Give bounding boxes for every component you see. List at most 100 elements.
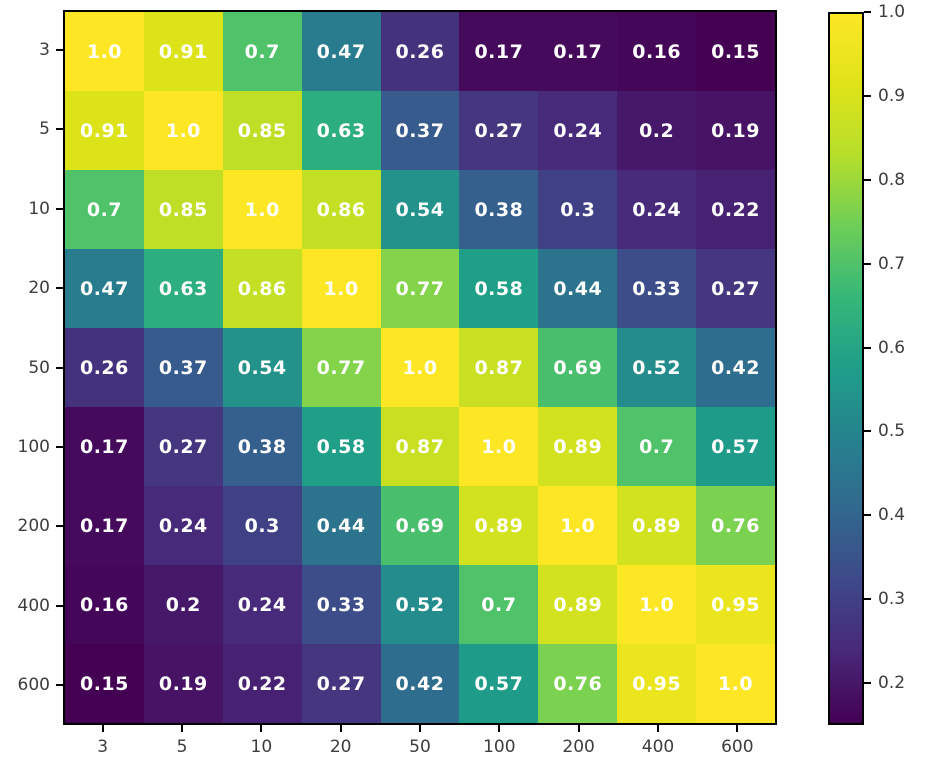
heatmap-cell-3-20: 0.47	[301, 12, 381, 91]
colorbar-tick-label-0.3: 0.3	[878, 589, 906, 610]
colorbar	[828, 12, 864, 725]
x-tick-mark	[181, 725, 183, 732]
y-tick-label-600: 600	[17, 675, 50, 696]
heatmap-cell-100-10: 0.38	[222, 407, 302, 486]
heatmap-cell-600-10: 0.22	[222, 644, 302, 723]
heatmap-cell-50-400: 0.52	[617, 328, 697, 407]
heatmap-cell-100-50: 0.87	[380, 407, 460, 486]
x-tick-mark	[736, 725, 739, 732]
heatmap-cell-3-5: 0.91	[143, 12, 223, 91]
colorbar-tick-label-0.5: 0.5	[878, 421, 906, 442]
heatmap-cell-5-5: 1.0	[143, 91, 223, 170]
heatmap-cell-10-5: 0.85	[143, 170, 223, 249]
y-tick-mark	[56, 604, 63, 607]
heatmap-cell-5-200: 0.24	[538, 91, 618, 170]
heatmap-cell-400-50: 0.52	[380, 565, 460, 644]
heatmap-cell-200-200: 1.0	[538, 486, 618, 565]
y-tick-label-20: 20	[28, 278, 50, 299]
heatmap-cell-600-400: 0.95	[617, 644, 697, 723]
heatmap-cell-50-200: 0.69	[538, 328, 618, 407]
colorbar-tick-label-0.8: 0.8	[878, 169, 906, 190]
x-tick-mark	[657, 725, 659, 732]
heatmap-cell-50-600: 0.42	[696, 328, 775, 407]
heatmap-cell-10-600: 0.22	[696, 170, 775, 249]
heatmap-cell-50-10: 0.54	[222, 328, 302, 407]
heatmap-cell-5-400: 0.2	[617, 91, 697, 170]
x-tick-label-5: 5	[176, 737, 188, 757]
colorbar-tick-mark	[864, 430, 871, 433]
heatmap-cell-400-5: 0.2	[143, 565, 223, 644]
y-tick-label-10: 10	[28, 198, 50, 219]
colorbar-tick-label-0.6: 0.6	[878, 337, 906, 358]
heatmap-cell-10-20: 0.86	[301, 170, 381, 249]
colorbar-tick-mark	[864, 11, 871, 13]
heatmap-cell-20-100: 0.58	[459, 249, 539, 328]
heatmap-cell-20-5: 0.63	[143, 249, 223, 328]
heatmap-cell-3-400: 0.16	[617, 12, 697, 91]
heatmap-cell-400-600: 0.95	[696, 565, 775, 644]
heatmap-cell-3-50: 0.26	[380, 12, 460, 91]
heatmap-cell-600-600: 1.0	[696, 644, 775, 723]
colorbar-tick-mark	[864, 178, 871, 181]
colorbar-tick-mark	[864, 346, 871, 349]
heatmap-cell-3-600: 0.15	[696, 12, 775, 91]
heatmap-cell-100-20: 0.58	[301, 407, 381, 486]
heatmap-cell-400-200: 0.89	[538, 565, 618, 644]
heatmap-cell-100-5: 0.27	[143, 407, 223, 486]
colorbar-tick-mark	[864, 262, 871, 265]
y-tick-mark	[56, 366, 63, 369]
heatmap-cell-600-20: 0.27	[301, 644, 381, 723]
heatmap-cell-10-10: 1.0	[222, 170, 302, 249]
heatmap-cell-50-100: 0.87	[459, 328, 539, 407]
x-tick-mark	[339, 725, 342, 732]
y-tick-label-200: 200	[17, 516, 50, 537]
heatmap-cell-200-5: 0.24	[143, 486, 223, 565]
heatmap-cell-10-200: 0.3	[538, 170, 618, 249]
colorbar-tick-label-0.7: 0.7	[878, 253, 906, 274]
heatmap-cell-400-10: 0.24	[222, 565, 302, 644]
heatmap-cell-400-20: 0.33	[301, 565, 381, 644]
heatmap-cell-20-600: 0.27	[696, 249, 775, 328]
heatmap-cell-20-10: 0.86	[222, 249, 302, 328]
colorbar-tick-mark	[864, 514, 871, 517]
heatmap-cell-20-400: 0.33	[617, 249, 697, 328]
y-tick-mark	[56, 684, 63, 687]
x-tick-label-10: 10	[250, 737, 273, 757]
heatmap-cell-10-3: 0.7	[65, 170, 144, 249]
x-tick-mark	[101, 725, 104, 732]
x-tick-label-3: 3	[97, 737, 109, 757]
heatmap-cell-400-3: 0.16	[65, 565, 144, 644]
heatmap-cell-100-400: 0.7	[617, 407, 697, 486]
y-tick-label-5: 5	[39, 119, 50, 140]
heatmap-cell-50-3: 0.26	[65, 328, 144, 407]
colorbar-tick-mark	[864, 94, 871, 97]
heatmap-cell-5-10: 0.85	[222, 91, 302, 170]
x-tick-mark	[419, 725, 421, 732]
heatmap-cell-400-400: 1.0	[617, 565, 697, 644]
heatmap-cell-600-50: 0.42	[380, 644, 460, 723]
y-tick-label-50: 50	[28, 357, 50, 378]
y-tick-mark	[56, 48, 63, 51]
heatmap-cell-100-600: 0.57	[696, 407, 775, 486]
heatmap-cell-200-10: 0.3	[222, 486, 302, 565]
x-tick-mark	[498, 725, 501, 732]
heatmap-cell-20-20: 1.0	[301, 249, 381, 328]
heatmap-cell-100-200: 0.89	[538, 407, 618, 486]
heatmap-cell-50-5: 0.37	[143, 328, 223, 407]
x-tick-label-20: 20	[329, 737, 352, 757]
x-tick-mark	[577, 725, 580, 732]
heatmap-cell-200-400: 0.89	[617, 486, 697, 565]
y-tick-label-3: 3	[39, 39, 50, 60]
heatmap-cell-600-5: 0.19	[143, 644, 223, 723]
x-tick-label-600: 600	[721, 737, 754, 757]
heatmap-cell-200-3: 0.17	[65, 486, 144, 565]
y-tick-label-100: 100	[17, 436, 50, 457]
heatmap-cell-600-100: 0.57	[459, 644, 539, 723]
heatmap-cell-20-50: 0.77	[380, 249, 460, 328]
heatmap-plot-area: 1.0 0.91 0.7 0.47 0.26 0.17 0.17 0.16 0.15 0.91 1.…	[63, 10, 777, 725]
x-tick-label-200: 200	[562, 737, 595, 757]
heatmap-cell-50-50: 1.0	[380, 328, 460, 407]
heatmap-cell-5-100: 0.27	[459, 91, 539, 170]
heatmap-cell-5-600: 0.19	[696, 91, 775, 170]
